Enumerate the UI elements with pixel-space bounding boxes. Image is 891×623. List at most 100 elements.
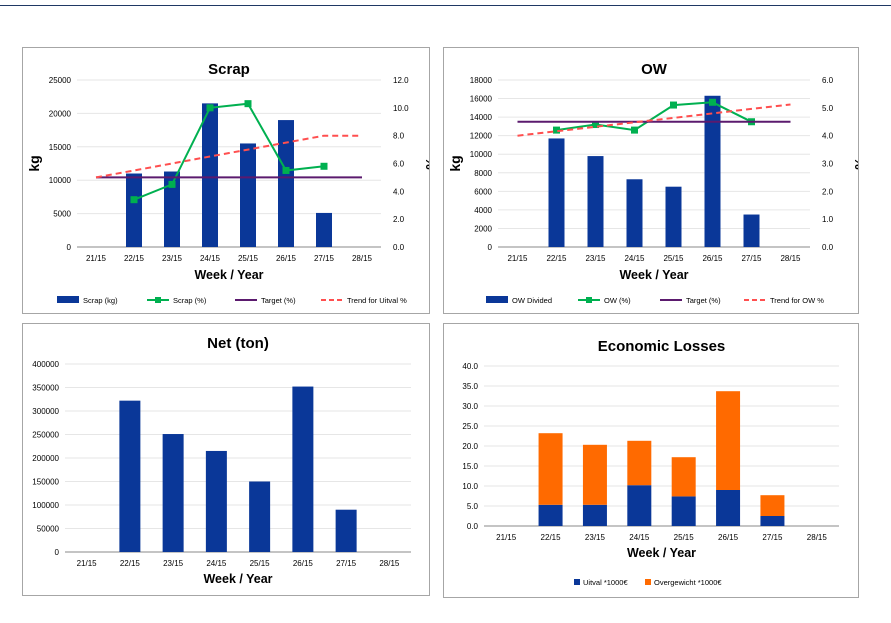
y2-tick-label: 6.0 [822,76,834,85]
x-tick-label: 27/15 [314,254,335,263]
y-tick-label: 0 [488,243,493,252]
x-tick-label: 26/15 [718,533,739,542]
ow-title: OW [641,61,668,78]
x-tick-label: 23/15 [163,559,184,568]
net-bar [119,400,141,552]
y-tick-label: 20000 [49,109,72,118]
net-chart-panel: Net (ton) 0 50000 100000 150000 200000 250000 3… [22,323,430,596]
scrap-pct-point [130,196,138,204]
x-tick-label: 24/15 [624,254,645,263]
y2-tick-label: 0.0 [393,243,405,252]
y-tick-label: 8000 [474,169,492,178]
y-tick-label: 200000 [32,454,59,463]
ow-bar [626,179,643,247]
scrap-title: Scrap [208,61,250,78]
scrap-bar [164,171,180,247]
y-tick-label: 10000 [470,150,493,159]
econ-title: Economic Losses [598,338,726,355]
x-tick-label: 21/15 [507,254,528,263]
y-tick-label: 6000 [474,187,492,196]
legend-label: Target (%) [261,296,296,305]
y-tick-label: 12000 [470,132,493,141]
econ-x-axis-label: Week / Year [627,546,696,560]
scrap-pct-point [206,104,214,112]
x-tick-label: 28/15 [780,254,801,263]
econ-bar [760,495,785,516]
scrap-y2-axis-label: % [423,157,429,170]
net-title: Net (ton) [207,335,269,352]
y-tick-label: 350000 [32,384,59,393]
y2-tick-label: 0.0 [822,243,834,252]
y2-tick-label: 1.0 [822,215,834,224]
legend-swatch [574,579,580,585]
scrap-pct-point [244,100,252,108]
ow-bar [704,95,721,247]
x-tick-label: 26/15 [276,254,297,263]
y-tick-label: 35.0 [462,382,478,391]
x-tick-label: 27/15 [762,533,783,542]
y2-tick-label: 4.0 [393,187,405,196]
x-tick-label: 23/15 [585,254,606,263]
x-tick-label: 28/15 [352,254,373,263]
ow-bar [743,214,760,247]
y-tick-label: 18000 [470,76,493,85]
y-tick-label: 400000 [32,360,59,369]
x-tick-label: 23/15 [585,533,606,542]
y2-tick-label: 8.0 [393,132,405,141]
scrap-bar [126,173,142,247]
scrap-bar [240,143,256,247]
scrap-bar [278,120,294,247]
legend-marker [155,297,161,303]
y-tick-label: 16000 [470,95,493,104]
econ-bar [582,444,607,505]
y-tick-label: 2000 [474,224,492,233]
y-tick-label: 15.0 [462,462,478,471]
x-tick-label: 22/15 [546,254,567,263]
y-tick-label: 0.0 [467,522,479,531]
legend-swatch [57,296,79,303]
ow-chart-panel: OW 0 2000 4000 6000 8000 10000 12000 14000 16000 1… [443,47,859,314]
x-tick-label: 24/15 [206,559,227,568]
legend-label: OW Divided [512,296,552,305]
y2-tick-label: 12.0 [393,76,409,85]
econ-bar [538,504,563,526]
ow-pct-point [709,98,716,106]
econ-bar [627,440,652,486]
scrap-svg: Scrap 0 5000 10000 15000 20000 25000 21/15 22/15… [26,61,429,305]
x-tick-label: 22/15 [124,254,145,263]
y2-tick-label: 5.0 [822,104,834,113]
y-tick-label: 10000 [49,176,72,185]
y-tick-label: 100000 [32,501,59,510]
x-tick-label: 26/15 [293,559,314,568]
econ-bar [538,433,563,505]
y-tick-label: 14000 [470,113,493,122]
header-rule [0,5,891,6]
y-tick-label: 20.0 [462,442,478,451]
net-bar [162,434,184,552]
scrap-trend-line [95,134,362,179]
legend-label: Trend for Uitval % [347,296,407,305]
scrap-pct-point [320,162,328,170]
legend-swatch [486,296,508,303]
x-tick-label: 27/15 [336,559,357,568]
y-tick-label: 15000 [49,143,72,152]
x-tick-label: 24/15 [200,254,221,263]
y-tick-label: 25.0 [462,422,478,431]
scrap-y-axis-label: kg [26,155,42,171]
legend-label: OW (%) [604,296,631,305]
legend-label: Target (%) [686,296,721,305]
ow-trend-line [517,103,791,137]
y2-tick-label: 10.0 [393,104,409,113]
scrap-chart-panel: Scrap 0 5000 10000 15000 20000 25000 21/15 22/15… [22,47,430,314]
ow-bar [665,186,682,247]
y-tick-label: 5000 [53,210,71,219]
scrap-pct-point [282,166,290,174]
legend-label: Scrap (kg) [83,296,118,305]
legend-label: Scrap (%) [173,296,207,305]
ow-bar [548,138,565,247]
x-tick-label: 21/15 [496,533,517,542]
y-tick-label: 150000 [32,478,59,487]
scrap-pct-line [133,102,325,201]
y-tick-label: 0 [55,548,60,557]
net-bar [292,386,314,552]
